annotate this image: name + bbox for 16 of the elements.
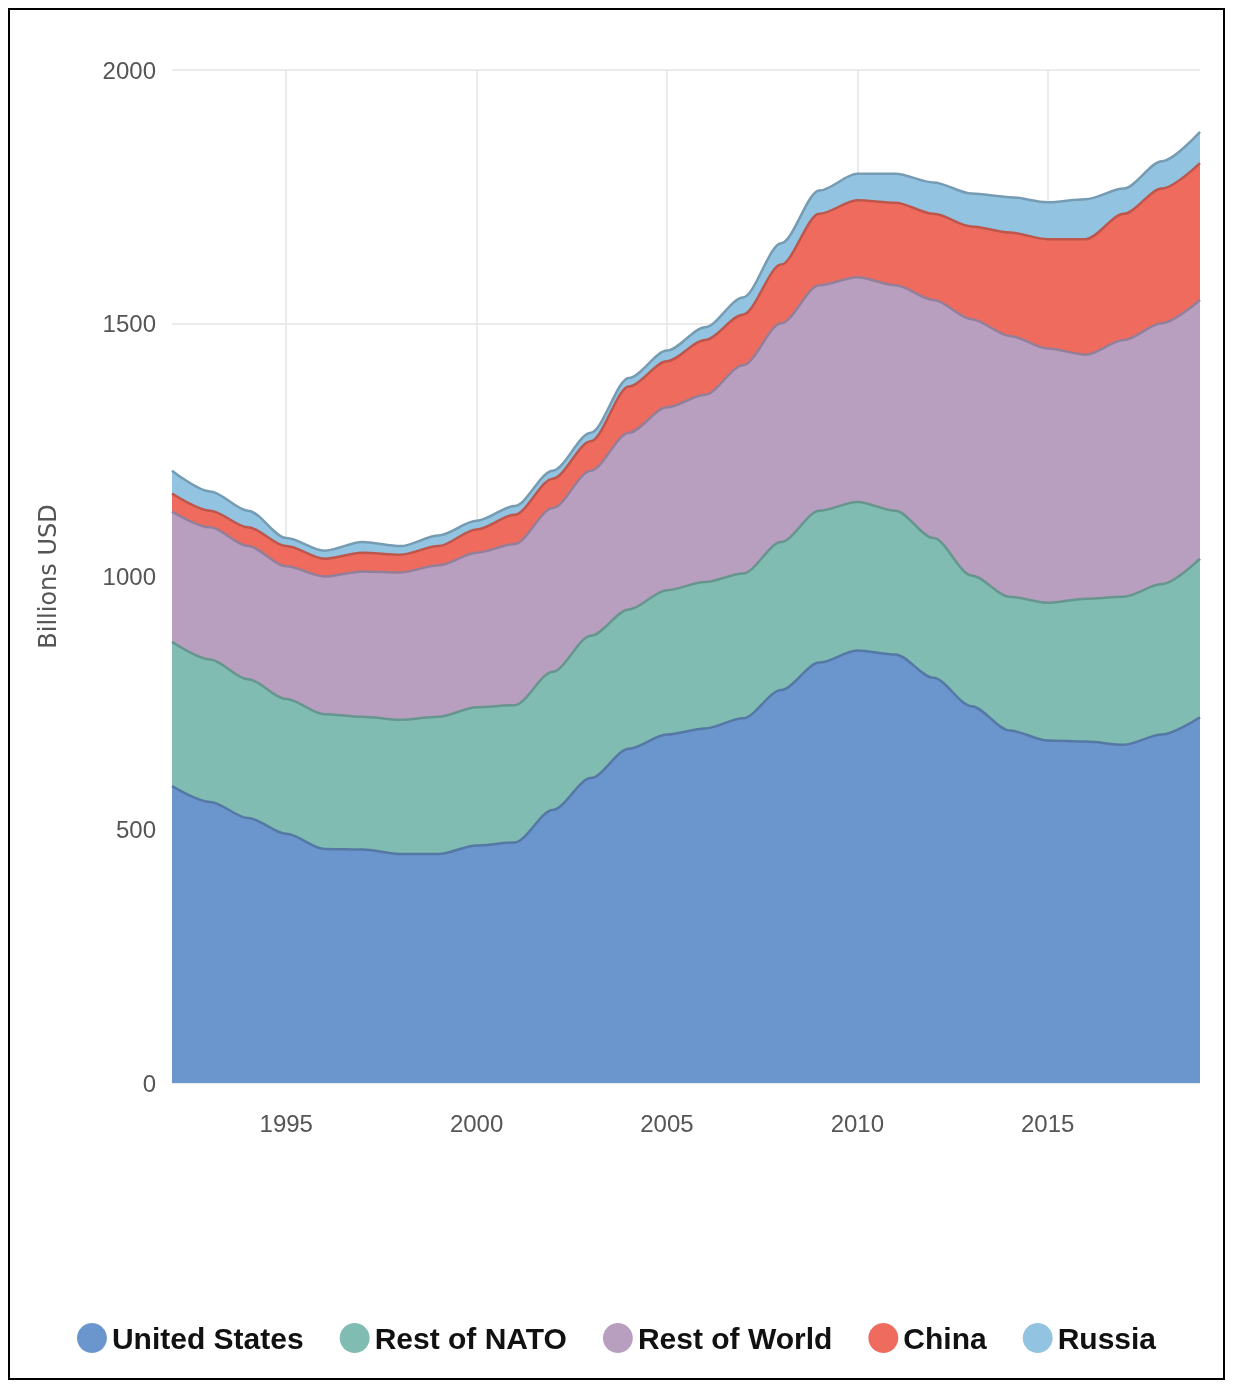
x-tick-label: 1995 bbox=[259, 1109, 313, 1137]
x-tick-label: 2010 bbox=[830, 1109, 885, 1137]
x-tick-label: 2005 bbox=[640, 1109, 694, 1137]
y-tick-label: 0 bbox=[142, 1069, 156, 1097]
legend-label: United States bbox=[111, 1321, 304, 1355]
legend-label: Rest of World bbox=[637, 1321, 833, 1355]
y-tick-label: 1000 bbox=[102, 563, 156, 590]
x-tick-label: 2015 bbox=[1021, 1109, 1075, 1137]
legend-label: China bbox=[903, 1321, 987, 1355]
legend-label: Rest of NATO bbox=[374, 1321, 567, 1355]
legend-label: Russia bbox=[1057, 1321, 1157, 1355]
y-tick-label: 1500 bbox=[102, 309, 156, 337]
y-tick-label: 2000 bbox=[102, 56, 156, 84]
y-tick-label: 500 bbox=[115, 816, 156, 844]
x-tick-label: 2000 bbox=[449, 1109, 504, 1137]
y-axis-title: Billions USD bbox=[34, 504, 62, 649]
